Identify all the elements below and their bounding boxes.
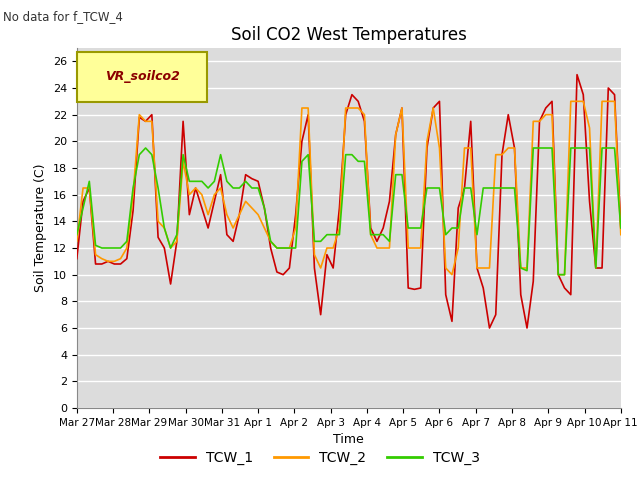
Text: VR_soilco2: VR_soilco2 [105,70,179,83]
X-axis label: Time: Time [333,433,364,446]
Title: Soil CO2 West Temperatures: Soil CO2 West Temperatures [231,25,467,44]
Text: No data for f_TCW_4: No data for f_TCW_4 [3,10,123,23]
FancyBboxPatch shape [77,52,207,102]
Legend: TCW_1, TCW_2, TCW_3: TCW_1, TCW_2, TCW_3 [154,445,486,471]
Y-axis label: Soil Temperature (C): Soil Temperature (C) [35,164,47,292]
